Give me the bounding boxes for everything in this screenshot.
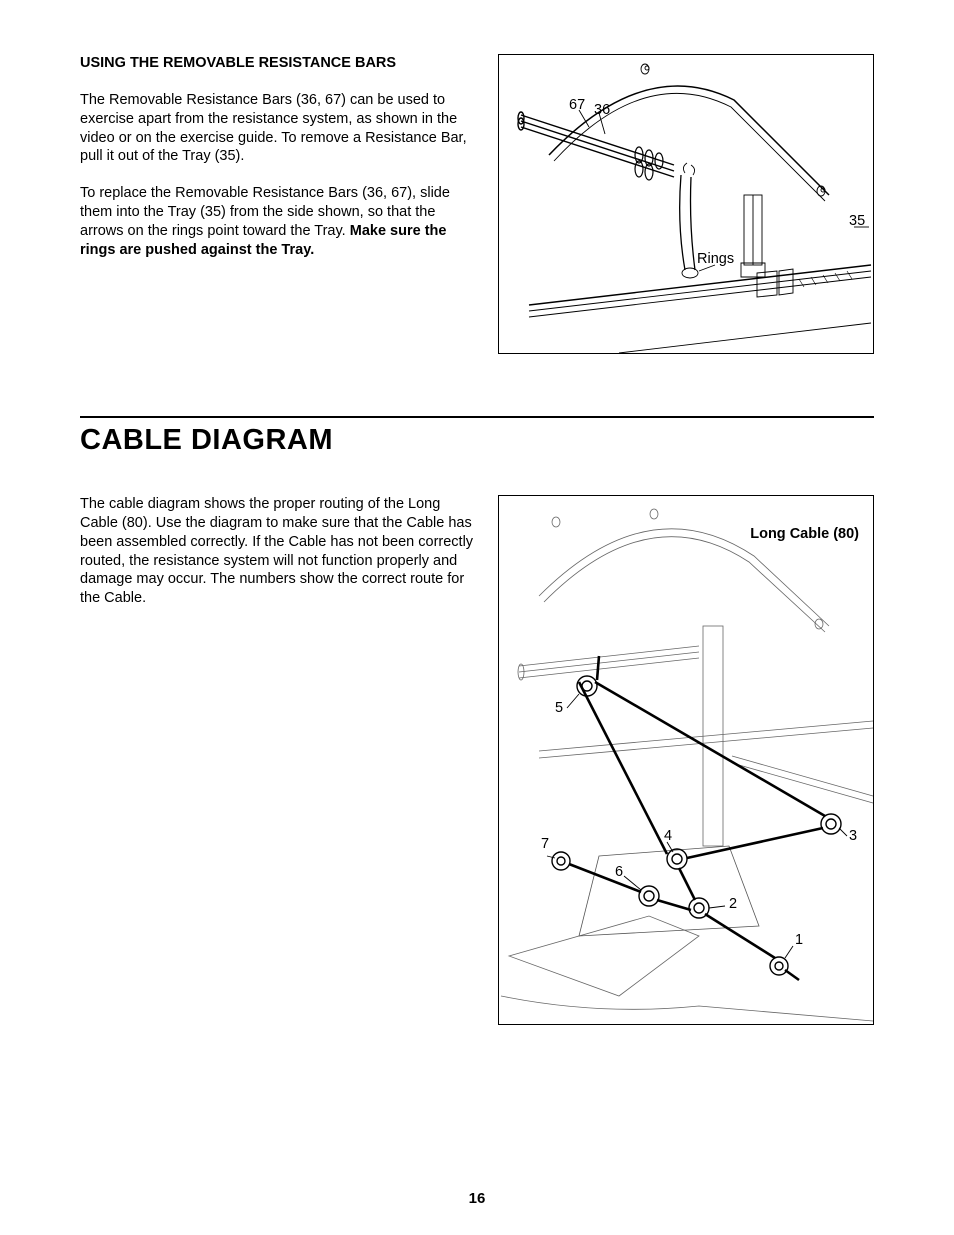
label-3: 3 [849,828,857,844]
label-2: 2 [729,896,737,912]
figure-resistance-bars: 67 36 35 Rings [498,54,874,354]
label-6: 6 [615,864,623,880]
label-7: 7 [541,836,549,852]
page-number: 16 [0,1190,954,1207]
heading-resistance-bars: USING THE REMOVABLE RESISTANCE BARS [80,54,478,73]
label-long-cable: Long Cable (80) [750,526,859,542]
label-67: 67 [569,97,585,113]
figure-cable-diagram: Long Cable (80) 5 7 6 4 2 3 1 [498,495,874,1025]
section-cable-diagram: The cable diagram shows the proper routi… [80,495,874,1025]
paragraph-1: The Removable Resistance Bars (36, 67) c… [80,91,478,166]
text-column-2: The cable diagram shows the proper routi… [80,495,478,1025]
label-5: 5 [555,700,563,716]
title-cable-diagram: CABLE DIAGRAM [80,424,874,457]
label-rings: Rings [697,251,734,267]
label-1: 1 [795,932,803,948]
label-4: 4 [664,828,672,844]
cable-diagram-svg [499,496,875,1026]
paragraph-cable: The cable diagram shows the proper routi… [80,495,478,608]
label-36: 36 [594,102,610,118]
text-column-1: USING THE REMOVABLE RESISTANCE BARS The … [80,54,478,354]
page: USING THE REMOVABLE RESISTANCE BARS The … [0,0,954,1235]
paragraph-2: To replace the Removable Resistance Bars… [80,184,478,259]
label-35: 35 [849,213,865,229]
resistance-bars-diagram [499,55,875,355]
section-resistance-bars: USING THE REMOVABLE RESISTANCE BARS The … [80,54,874,354]
section-divider [80,416,874,418]
